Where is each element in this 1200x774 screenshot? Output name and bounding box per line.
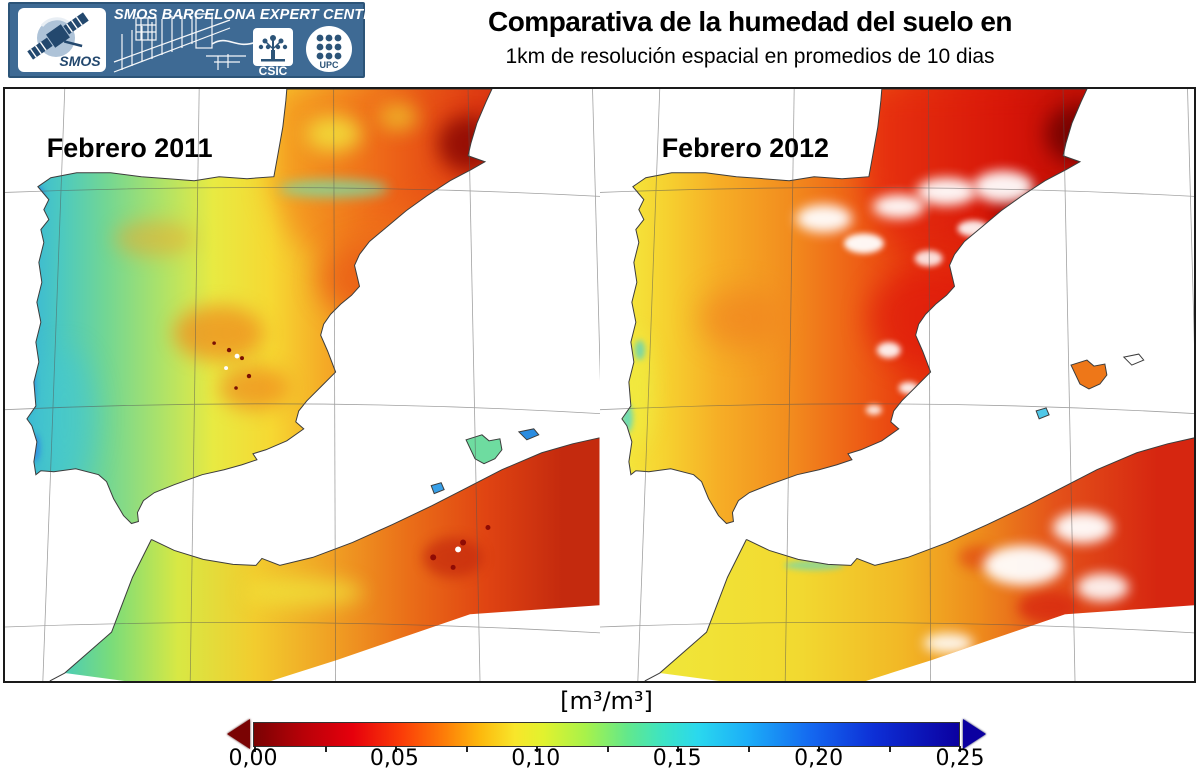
colorbar-tick bbox=[747, 746, 750, 752]
colorbar-tick bbox=[465, 746, 468, 752]
map-figure: Febrero 2011 bbox=[3, 87, 1196, 683]
colorbar-tick-label: 0,20 bbox=[794, 746, 844, 771]
balearic-islands-2012 bbox=[1035, 353, 1145, 420]
colorbar-tick bbox=[959, 746, 961, 752]
colorbar-tick bbox=[677, 746, 679, 752]
colorbar-tick bbox=[606, 746, 609, 752]
page-title: Comparativa de la humedad del suelo en bbox=[487, 6, 1013, 37]
colorbar-tick-label: 0,15 bbox=[652, 746, 702, 771]
upc-dots-icon bbox=[316, 34, 342, 60]
colorbar-tick-label: 0,00 bbox=[228, 746, 278, 771]
colorbar-tick bbox=[536, 746, 538, 752]
upc-logo-label: UPC bbox=[319, 60, 339, 70]
smos-bec-banner: SMOS Barcelona Expert Centre bbox=[8, 2, 384, 78]
graticule-2012 bbox=[599, 89, 1194, 681]
map-panel-2012: Febrero 2012 bbox=[599, 89, 1194, 681]
colorbar-left-arrow-icon bbox=[227, 719, 250, 749]
colorbar-tick-label: 0,25 bbox=[935, 746, 985, 771]
colorbar-tick bbox=[254, 746, 256, 752]
soil-moisture-map-2011: Febrero 2011 bbox=[5, 89, 600, 681]
building-art-illustration bbox=[113, 13, 289, 73]
soil-moisture-map-2012: Febrero 2012 bbox=[599, 89, 1194, 681]
colorbar-tick bbox=[818, 746, 820, 752]
colorbar-tick-label: 0,05 bbox=[369, 746, 419, 771]
colorbar-tick bbox=[888, 746, 891, 752]
page-subtitle: 1km de resolución espacial en promedios … bbox=[505, 45, 995, 68]
coastline-africa-2011 bbox=[49, 437, 600, 681]
smos-logo: SMOS bbox=[18, 8, 106, 72]
csic-logo bbox=[253, 28, 293, 66]
colorbar-tick bbox=[324, 746, 327, 752]
map-panel-2011: Febrero 2011 bbox=[5, 89, 600, 681]
colorbar-tick-labels: 0,00 0,05 0,10 0,15 0,20 0,25 bbox=[229, 746, 985, 772]
graticule-2011 bbox=[5, 89, 600, 681]
map-label-2011: Febrero 2011 bbox=[47, 133, 213, 163]
coastline-africa-2012 bbox=[644, 437, 1194, 681]
colorbar-unit-label: [m³/m³] bbox=[560, 687, 653, 715]
upc-logo bbox=[306, 26, 352, 72]
title-block: Comparativa de la humedad del suelo en 1… bbox=[420, 6, 1080, 69]
satellite-icon bbox=[27, 12, 89, 60]
csic-logo-label: CSIC bbox=[258, 64, 288, 78]
csic-tree-icon bbox=[258, 35, 288, 62]
colorbar-right-arrow-icon bbox=[963, 719, 986, 749]
colorbar-tick bbox=[395, 746, 397, 752]
colorbar-gradient bbox=[253, 722, 961, 752]
colorbar-tick-label: 0,10 bbox=[511, 746, 561, 771]
smos-logo-label: SMOS bbox=[59, 53, 101, 69]
map-label-2012: Febrero 2012 bbox=[661, 133, 828, 163]
